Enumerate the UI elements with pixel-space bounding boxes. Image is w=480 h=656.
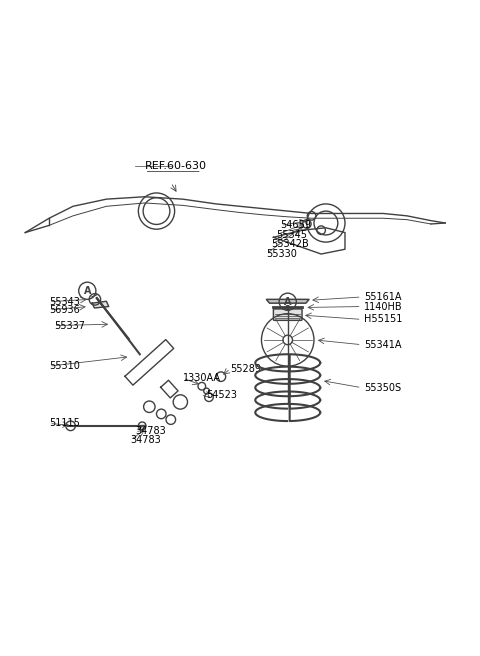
Text: 55342B: 55342B: [271, 239, 309, 249]
Text: 55345: 55345: [276, 230, 307, 240]
Text: A: A: [84, 286, 91, 296]
Text: 55310: 55310: [49, 361, 80, 371]
Polygon shape: [266, 299, 309, 303]
FancyBboxPatch shape: [274, 309, 302, 320]
Text: 55343: 55343: [49, 297, 80, 307]
Text: 55350S: 55350S: [364, 382, 401, 393]
Polygon shape: [92, 301, 109, 308]
Polygon shape: [161, 380, 178, 398]
Text: REF.60-630: REF.60-630: [144, 161, 206, 171]
Text: 34783: 34783: [130, 435, 161, 445]
Circle shape: [286, 306, 289, 310]
Text: 54523: 54523: [206, 390, 238, 400]
Text: 54659: 54659: [281, 220, 312, 230]
Polygon shape: [125, 340, 174, 385]
Text: 55330: 55330: [266, 249, 297, 259]
Text: 1140HB: 1140HB: [364, 302, 403, 312]
Text: 55161A: 55161A: [364, 292, 402, 302]
Text: 55341A: 55341A: [364, 340, 402, 350]
Text: A: A: [284, 297, 291, 307]
Text: 55289: 55289: [230, 363, 262, 373]
Text: H55151: H55151: [364, 314, 402, 325]
Text: 55337: 55337: [54, 321, 85, 331]
Text: 34783: 34783: [135, 426, 166, 436]
Text: 51115: 51115: [49, 419, 80, 428]
Text: 1330AA: 1330AA: [183, 373, 221, 383]
Text: 56936: 56936: [49, 305, 80, 315]
